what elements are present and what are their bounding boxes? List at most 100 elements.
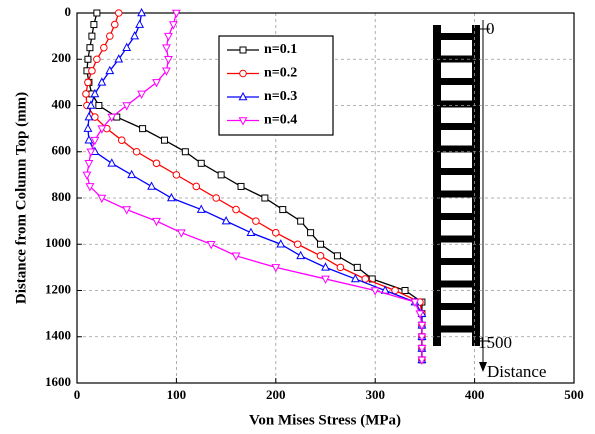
data-point — [162, 67, 171, 76]
data-point — [84, 135, 94, 144]
data-point — [107, 158, 117, 167]
data-point — [321, 262, 330, 271]
data-point — [415, 310, 425, 319]
y-tick-label: 600 — [52, 143, 72, 158]
data-point — [152, 217, 161, 227]
data-point — [164, 55, 173, 65]
data-point — [110, 20, 119, 29]
data-point — [176, 229, 186, 238]
data-point — [171, 9, 181, 19]
data-point — [212, 194, 220, 202]
column-rung — [441, 78, 472, 85]
data-point — [117, 136, 126, 144]
data-point — [221, 216, 231, 225]
data-point — [192, 182, 201, 191]
data-point — [139, 125, 147, 133]
y-tick-label: 0 — [65, 4, 72, 19]
column-rung — [441, 303, 472, 310]
data-point — [114, 54, 124, 63]
legend-marker — [239, 46, 247, 54]
data-point — [100, 43, 108, 52]
column-rung — [441, 258, 472, 265]
data-point — [217, 171, 225, 179]
data-point — [88, 32, 96, 40]
data-point — [307, 229, 315, 237]
data-point — [166, 192, 176, 202]
data-point — [272, 228, 280, 237]
data-point — [261, 194, 269, 202]
data-point — [85, 183, 95, 192]
data-point — [135, 19, 145, 28]
data-point — [197, 159, 205, 167]
data-point — [196, 204, 206, 213]
x-axis-label: Von Mises Stress (MPa) — [249, 412, 401, 428]
data-point — [90, 88, 100, 98]
data-point — [127, 169, 137, 179]
data-point — [86, 148, 96, 157]
arrow-head — [479, 362, 487, 372]
data-point — [336, 263, 345, 272]
data-point — [271, 264, 281, 273]
data-point — [106, 32, 114, 40]
data-point — [316, 252, 325, 260]
data-point — [88, 67, 96, 75]
data-point — [82, 171, 92, 180]
data-point — [321, 275, 330, 285]
data-point — [86, 44, 94, 52]
data-point — [168, 21, 178, 30]
x-tick-label: 500 — [564, 387, 584, 402]
y-tick-label: 1000 — [45, 235, 71, 250]
column-rung — [441, 145, 472, 153]
data-point — [252, 217, 260, 225]
column-rung — [441, 213, 472, 220]
column-rung — [441, 33, 472, 40]
column-illustration — [433, 25, 480, 346]
column-rung — [441, 280, 472, 288]
annotation: 1500 — [478, 333, 512, 352]
y-tick-label: 1200 — [45, 281, 71, 296]
annotation: Distance — [487, 362, 546, 381]
data-point — [132, 147, 141, 156]
data-point — [84, 160, 94, 169]
data-point — [232, 205, 240, 214]
plot-frame — [76, 12, 575, 384]
data-point — [147, 181, 156, 190]
data-point — [105, 65, 115, 75]
column-rung — [441, 168, 472, 175]
data-point — [122, 42, 132, 51]
column-rung — [441, 123, 472, 130]
y-tick-label: 400 — [52, 96, 72, 111]
data-point — [122, 102, 132, 111]
data-point — [246, 227, 256, 236]
data-point — [181, 148, 189, 156]
data-point — [417, 356, 427, 365]
data-point — [276, 239, 286, 248]
legend-marker — [238, 117, 248, 126]
data-point — [82, 90, 90, 98]
data-point — [84, 78, 92, 87]
data-point — [84, 111, 94, 121]
data-point — [130, 31, 140, 40]
x-tick-label: 100 — [167, 387, 187, 402]
data-point — [164, 32, 173, 42]
y-tick-label: 1400 — [45, 328, 71, 343]
data-point — [317, 240, 325, 248]
data-point — [297, 217, 305, 225]
data-point — [237, 182, 245, 190]
data-point — [206, 240, 216, 250]
column-rung — [441, 190, 472, 198]
data-point — [162, 44, 171, 53]
data-point — [417, 333, 427, 342]
data-point — [95, 102, 103, 109]
legend-label: n=0.2 — [264, 66, 297, 81]
data-point — [279, 206, 287, 214]
data-point — [107, 113, 117, 123]
legend-marker — [239, 69, 247, 78]
column-rung — [441, 235, 472, 243]
data-point — [172, 171, 181, 179]
legend-label: n=0.4 — [264, 113, 297, 128]
annotation: 0 — [486, 19, 495, 38]
data-point — [86, 100, 96, 109]
data-point — [90, 136, 100, 146]
data-point — [160, 136, 168, 144]
